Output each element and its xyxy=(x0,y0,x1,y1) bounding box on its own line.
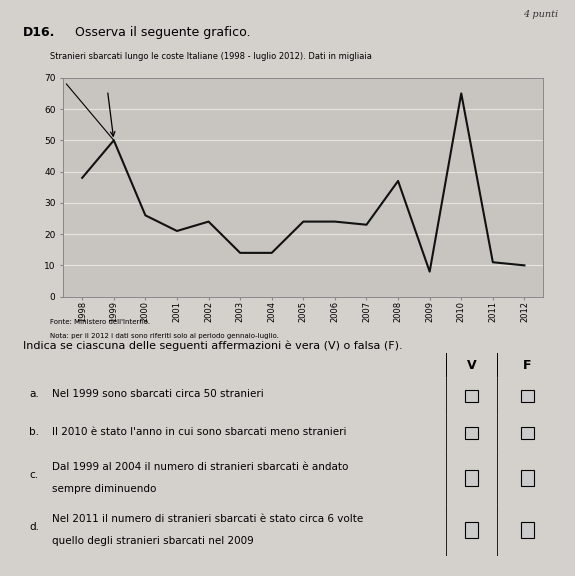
Text: Stranieri sbarcati lungo le coste Italiane (1998 - luglio 2012). Dati in migliai: Stranieri sbarcati lungo le coste Italia… xyxy=(51,52,373,61)
Bar xyxy=(521,470,534,486)
Text: Nota: per il 2012 i dati sono riferiti solo al periodo gennaio-luglio.: Nota: per il 2012 i dati sono riferiti s… xyxy=(51,332,279,339)
Bar xyxy=(465,470,478,486)
Text: Il 2010 è stato l'anno in cui sono sbarcati meno stranieri: Il 2010 è stato l'anno in cui sono sbarc… xyxy=(52,427,347,437)
Bar xyxy=(521,427,534,439)
Text: Osserva il seguente grafico.: Osserva il seguente grafico. xyxy=(75,26,250,39)
Bar xyxy=(465,522,478,538)
Bar xyxy=(465,427,478,439)
Text: Fonte: Ministero dell'Interno.: Fonte: Ministero dell'Interno. xyxy=(51,319,151,325)
Text: Nel 2011 il numero di stranieri sbarcati è stato circa 6 volte: Nel 2011 il numero di stranieri sbarcati… xyxy=(52,514,363,524)
Text: Nel 1999 sono sbarcati circa 50 stranieri: Nel 1999 sono sbarcati circa 50 stranier… xyxy=(52,389,264,399)
Text: c.: c. xyxy=(29,471,39,480)
Text: Indica se ciascuna delle seguenti affermazioni è vera (V) o falsa (F).: Indica se ciascuna delle seguenti afferm… xyxy=(23,341,402,351)
Bar xyxy=(521,522,534,538)
Text: V: V xyxy=(467,359,476,372)
Text: a.: a. xyxy=(29,389,39,399)
Text: D16.: D16. xyxy=(23,26,55,39)
Bar xyxy=(465,390,478,402)
Text: d.: d. xyxy=(29,522,40,532)
Text: quello degli stranieri sbarcati nel 2009: quello degli stranieri sbarcati nel 2009 xyxy=(52,536,254,546)
Bar xyxy=(521,390,534,402)
Text: b.: b. xyxy=(29,427,40,437)
Text: sempre diminuendo: sempre diminuendo xyxy=(52,484,157,494)
Text: 4 punti: 4 punti xyxy=(523,10,558,20)
Text: Dal 1999 al 2004 il numero di stranieri sbarcati è andato: Dal 1999 al 2004 il numero di stranieri … xyxy=(52,462,349,472)
Text: F: F xyxy=(523,359,532,372)
